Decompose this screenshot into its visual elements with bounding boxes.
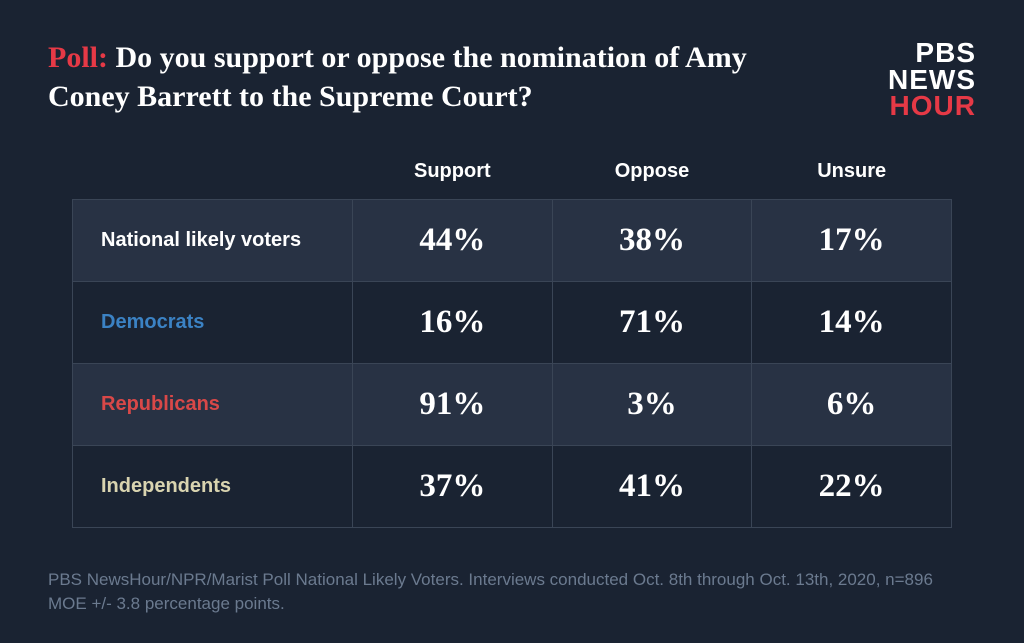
table-header-row: Support Oppose Unsure [73,150,952,200]
row-label-national: National likely voters [73,199,353,281]
cell-value: 37% [353,445,553,527]
table-header-support: Support [353,150,553,200]
cell-value: 3% [552,363,752,445]
table-header-unsure: Unsure [752,150,952,200]
cell-value: 22% [752,445,952,527]
logo-line-hour: HOUR [888,93,976,120]
table-row: Democrats 16% 71% 14% [73,281,952,363]
cell-value: 38% [552,199,752,281]
table-header-oppose: Oppose [552,150,752,200]
footnote: PBS NewsHour/NPR/Marist Poll National Li… [48,568,964,617]
pbs-newshour-logo: PBS NEWS HOUR [888,40,976,120]
cell-value: 6% [752,363,952,445]
poll-label: Poll: [48,41,116,74]
table-row: National likely voters 44% 38% 17% [73,199,952,281]
poll-question: Do you support or oppose the nomination … [48,41,747,113]
logo-line-news: NEWS [888,67,976,94]
cell-value: 44% [353,199,553,281]
logo-line-pbs: PBS [888,40,976,67]
header-area: Poll: Do you support or oppose the nomin… [48,38,976,120]
cell-value: 16% [353,281,553,363]
poll-table: Support Oppose Unsure National likely vo… [72,150,952,528]
table-header-blank [73,150,353,200]
cell-value: 41% [552,445,752,527]
table-row: Independents 37% 41% 22% [73,445,952,527]
cell-value: 91% [353,363,553,445]
table-row: Republicans 91% 3% 6% [73,363,952,445]
cell-value: 71% [552,281,752,363]
table-body: National likely voters 44% 38% 17% Democ… [73,199,952,527]
row-label-independents: Independents [73,445,353,527]
cell-value: 14% [752,281,952,363]
row-label-republicans: Republicans [73,363,353,445]
cell-value: 17% [752,199,952,281]
poll-table-wrap: Support Oppose Unsure National likely vo… [72,150,952,528]
row-label-democrats: Democrats [73,281,353,363]
title-wrap: Poll: Do you support or oppose the nomin… [48,38,828,116]
infographic-container: Poll: Do you support or oppose the nomin… [0,0,1024,643]
